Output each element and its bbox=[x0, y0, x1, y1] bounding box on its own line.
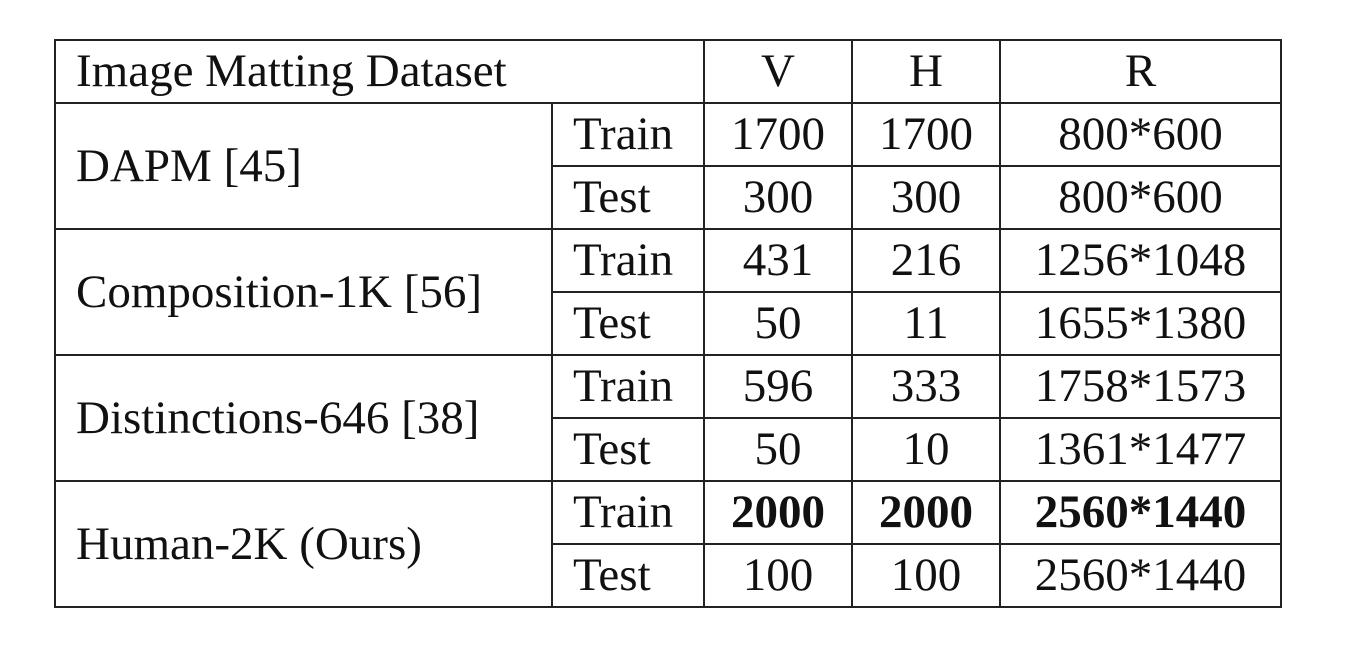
header-dataset: Image Matting Dataset bbox=[54, 39, 705, 104]
table-row: DAPM [45] Train 1700 1700 800*600 bbox=[54, 102, 1282, 230]
value-h: 10 bbox=[851, 417, 1001, 482]
table-row: Distinctions-646 [38] Train 596 333 1758… bbox=[54, 354, 1282, 482]
value-h: 100 bbox=[851, 543, 1001, 608]
split-label: Train bbox=[551, 480, 705, 545]
header-h: H bbox=[851, 39, 1001, 104]
split-label: Test bbox=[551, 543, 705, 608]
dataset-name: Human-2K (Ours) bbox=[54, 480, 553, 608]
value-v: 2000 bbox=[703, 480, 853, 545]
value-h: 333 bbox=[851, 354, 1001, 419]
table-row: Test 50 10 1361*1477 bbox=[55, 417, 1282, 482]
table-row: Human-2K (Ours) Train 2000 2000 2560*144… bbox=[54, 480, 1282, 608]
value-v: 50 bbox=[703, 417, 853, 482]
value-v: 596 bbox=[703, 354, 853, 419]
value-r: 2560*1440 bbox=[999, 480, 1282, 545]
value-h: 11 bbox=[851, 291, 1001, 356]
split-label: Train bbox=[551, 102, 705, 167]
value-r: 1655*1380 bbox=[999, 291, 1282, 356]
value-r: 2560*1440 bbox=[999, 543, 1282, 608]
table-row: Test 100 100 2560*1440 bbox=[55, 543, 1282, 608]
value-r: 1361*1477 bbox=[999, 417, 1282, 482]
table-row: Composition-1K [56] Train 431 216 1256*1… bbox=[54, 228, 1282, 356]
table-row: Test 50 11 1655*1380 bbox=[55, 291, 1282, 356]
split-label: Test bbox=[551, 165, 705, 230]
value-h: 300 bbox=[851, 165, 1001, 230]
header-row: Image Matting Dataset V H R bbox=[54, 39, 1282, 104]
value-h: 1700 bbox=[851, 102, 1001, 167]
split-label: Train bbox=[551, 354, 705, 419]
dataset-comparison-table: Image Matting Dataset V H R DAPM [45] Tr… bbox=[54, 39, 1282, 608]
split-label: Train bbox=[551, 228, 705, 293]
dataset-table-container: Image Matting Dataset V H R DAPM [45] Tr… bbox=[54, 39, 1282, 608]
value-h: 216 bbox=[851, 228, 1001, 293]
value-r: 800*600 bbox=[999, 102, 1282, 167]
value-v: 50 bbox=[703, 291, 853, 356]
dataset-name: Distinctions-646 [38] bbox=[54, 354, 553, 482]
dataset-name: Composition-1K [56] bbox=[54, 228, 553, 356]
value-v: 100 bbox=[703, 543, 853, 608]
header-r: R bbox=[999, 39, 1282, 104]
value-r: 1758*1573 bbox=[999, 354, 1282, 419]
value-v: 300 bbox=[703, 165, 853, 230]
value-r: 800*600 bbox=[999, 165, 1282, 230]
split-label: Test bbox=[551, 291, 705, 356]
value-v: 431 bbox=[703, 228, 853, 293]
value-v: 1700 bbox=[703, 102, 853, 167]
header-v: V bbox=[703, 39, 853, 104]
value-r: 1256*1048 bbox=[999, 228, 1282, 293]
table-row: Test 300 300 800*600 bbox=[55, 165, 1282, 230]
value-h: 2000 bbox=[851, 480, 1001, 545]
split-label: Test bbox=[551, 417, 705, 482]
dataset-name: DAPM [45] bbox=[54, 102, 553, 230]
